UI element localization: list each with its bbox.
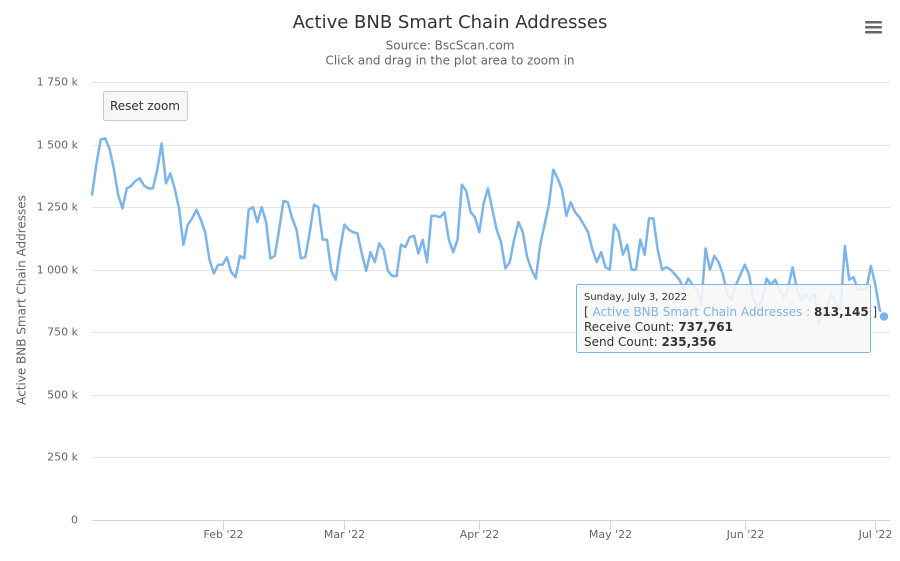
chart-title: Active BNB Smart Chain Addresses (293, 12, 608, 33)
x-tick-label: Jun '22 (726, 528, 765, 541)
tooltip-series-name: Active BNB Smart Chain Addresses (593, 305, 803, 319)
tooltip: Sunday, July 3, 2022 [ Active BNB Smart … (576, 284, 877, 353)
tooltip-row: Receive Count: 737,761 (584, 320, 733, 334)
y-tick-label: 1 500 k (37, 139, 79, 152)
menu-icon-bar (865, 31, 882, 34)
tooltip-row: Send Count: 235,356 (584, 335, 716, 349)
tooltip-separator: : (806, 305, 810, 319)
x-tick-label: Apr '22 (460, 528, 500, 541)
y-tick-label: 750 k (47, 326, 78, 339)
menu-icon-bar (865, 21, 882, 24)
tooltip-header: Sunday, July 3, 2022 (584, 292, 687, 303)
y-tick-label: 1 000 k (37, 264, 79, 277)
tooltip-bracket: ] (873, 305, 878, 319)
tooltip-series-line: [ Active BNB Smart Chain Addresses : 813… (584, 305, 877, 319)
menu-button[interactable] (862, 15, 886, 39)
chart-subtitle: Source: BscScan.com (386, 39, 515, 53)
hover-marker (878, 310, 890, 323)
y-axis-title: Active BNB Smart Chain Addresses (15, 195, 29, 405)
chart-subtitle: Click and drag in the plot area to zoom … (325, 54, 574, 68)
x-tick-label: Mar '22 (324, 528, 365, 541)
x-tick-label: Jul '22 (858, 528, 893, 541)
tooltip-bracket: [ (584, 305, 589, 319)
y-tick-label: 250 k (47, 451, 78, 464)
reset-zoom-button[interactable]: Reset zoom (103, 91, 188, 121)
reset-zoom-bg[interactable] (103, 91, 188, 121)
y-tick-label: 1 750 k (37, 76, 79, 89)
tooltip-value: 813,145 (814, 305, 869, 319)
grid: 0 250 k 500 k 750 k 1 000 k 1 250 k 1 500 k 1 7… (37, 76, 893, 542)
menu-icon-bar (865, 26, 882, 29)
tooltip-row-label: Receive Count: (584, 320, 674, 334)
y-tick-label: 1 250 k (37, 201, 79, 214)
tooltip-row-value: 737,761 (678, 320, 733, 334)
tooltip-box (576, 284, 871, 353)
tooltip-row-value: 235,356 (662, 335, 717, 349)
x-tick-label: May '22 (589, 528, 632, 541)
y-tick-label: 0 (71, 514, 78, 527)
tooltip-row-label: Send Count: (584, 335, 658, 349)
x-tick-label: Feb '22 (204, 528, 244, 541)
reset-zoom-label[interactable]: Reset zoom (110, 99, 180, 113)
y-tick-label: 500 k (47, 389, 78, 402)
